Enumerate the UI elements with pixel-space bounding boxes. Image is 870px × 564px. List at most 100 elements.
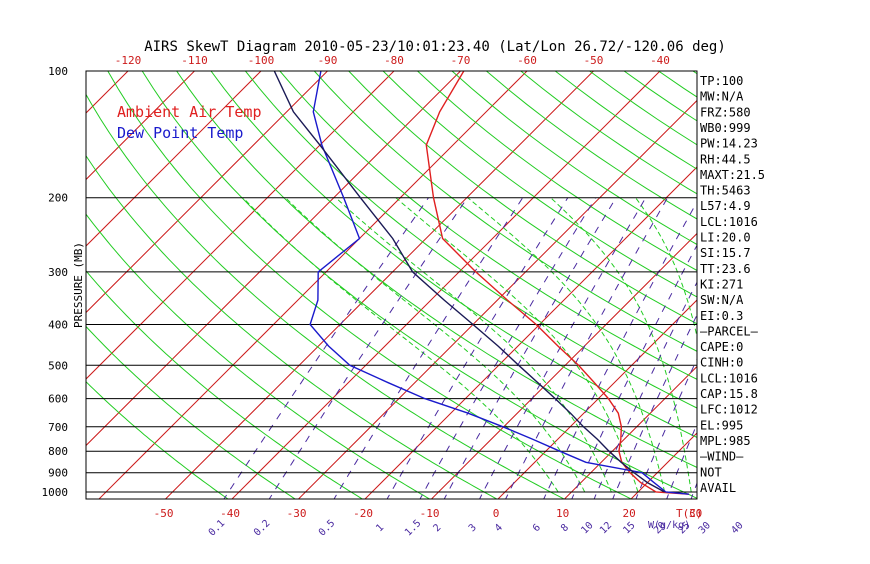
mixing-ratio-tick: 0.5: [317, 518, 338, 539]
top-temp-tick: -60: [517, 54, 537, 67]
mixing-ratio-tick: 10: [579, 520, 595, 536]
dry-adiabat-line: [486, 71, 870, 501]
side-panel-item: RH:44.5: [700, 152, 751, 166]
side-panel-item: EL:995: [700, 418, 743, 432]
side-panel-item: PW:14.23: [700, 137, 758, 151]
top-temp-tick: -90: [318, 54, 338, 67]
isotherm-line: [31, 71, 461, 501]
profile-line-0: [426, 71, 689, 494]
mixing-ratio-tick: 0.1: [207, 518, 228, 539]
top-temp-tick: -50: [584, 54, 604, 67]
mixing-ratio-tick: 30: [697, 520, 713, 536]
side-panel-item: MAXT:21.5: [700, 168, 765, 182]
mixing-ratio-tick: 1: [374, 522, 386, 534]
top-temp-tick: -80: [384, 54, 404, 67]
dry-adiabat-line: [177, 71, 771, 501]
side-panel-item: NOT: [700, 465, 722, 479]
moist-adiabat-line: [770, 198, 774, 492]
moist-adiabat-line: [286, 198, 585, 492]
mixing-ratio-line: [223, 198, 429, 501]
mixing-ratio-tick: 8: [559, 522, 571, 534]
bottom-temp-tick: -50: [154, 507, 174, 520]
side-panel-item: LCL:1016: [700, 215, 758, 229]
side-panel-item: EI:0.3: [700, 309, 743, 323]
side-panel-item: SI:15.7: [700, 246, 751, 260]
pressure-tick-label: 600: [48, 393, 68, 406]
pressure-tick-label: 1000: [42, 486, 69, 499]
side-panel-item: —PARCEL—: [700, 324, 759, 338]
chart-title: AIRS SkewT Diagram 2010-05-23/10:01:23.4…: [144, 39, 726, 55]
side-panel-item: SW:N/A: [700, 293, 744, 307]
temperature-axis-label: T(C): [676, 507, 703, 520]
pressure-tick-label: 800: [48, 445, 68, 458]
side-panel-item: CINH:0: [700, 356, 743, 370]
top-temp-tick: -110: [181, 54, 208, 67]
mixing-ratio-line: [743, 198, 864, 501]
side-panel-item: L57:4.9: [700, 199, 751, 213]
mixing-ratio-tick: 3: [467, 522, 479, 534]
side-panel-item: LCL:1016: [700, 371, 758, 385]
side-panel-item: TH:5463: [700, 184, 751, 198]
side-panel-item: WB0:999: [700, 121, 751, 135]
bottom-temp-tick: -20: [353, 507, 373, 520]
side-panel-item: KI:271: [700, 277, 743, 291]
top-temp-tick: -100: [248, 54, 275, 67]
pressure-tick-label: 100: [48, 65, 68, 78]
mixing-ratio-tick: 4: [493, 522, 505, 534]
pressure-tick-label: 900: [48, 467, 68, 480]
dry-adiabat-line: [314, 71, 870, 501]
top-temp-tick: -40: [650, 54, 670, 67]
pressure-tick-label: 700: [48, 421, 68, 434]
side-panel-item: FRZ:580: [700, 105, 751, 119]
mixing-ratio-tick: 0.2: [252, 518, 273, 539]
side-panel-item: MW:N/A: [700, 90, 744, 104]
pressure-tick-label: 200: [48, 192, 68, 205]
dry-adiabat-line: [659, 71, 870, 501]
isotherm-line: [0, 71, 62, 501]
mixing-ratio-axis-label: W(g/kg): [648, 520, 690, 531]
isotherm-line: [0, 71, 128, 501]
moist-adiabat-line: [551, 198, 692, 492]
side-panel-item: CAPE:0: [700, 340, 743, 354]
bottom-temp-tick: 20: [622, 507, 635, 520]
pressure-tick-label: 500: [48, 359, 68, 372]
bottom-temp-tick: -10: [420, 507, 440, 520]
mixing-ratio-tick: 2: [431, 522, 443, 534]
pressure-tick-label: 300: [48, 266, 68, 279]
side-panel-item: CAP:15.8: [700, 387, 758, 401]
mixing-ratio-line: [386, 198, 568, 501]
bottom-temp-tick: -30: [287, 507, 307, 520]
y-axis-label: PRESSURE (MB): [72, 242, 85, 328]
side-panel-item: MPL:985: [700, 434, 751, 448]
mixing-ratio-tick: 12: [598, 520, 614, 536]
bottom-temp-tick: 10: [556, 507, 569, 520]
legend-entry: Dew Point Temp: [117, 124, 243, 142]
dry-adiabat-line: [39, 71, 501, 501]
mixing-ratio-tick: 15: [621, 520, 637, 536]
pressure-tick-label: 400: [48, 318, 68, 331]
bottom-temp-tick: 0: [493, 507, 500, 520]
isotherm-line: [230, 71, 660, 501]
dry-adiabat-line: [280, 71, 870, 501]
isotherm-line: [829, 71, 870, 501]
isotherm-line: [762, 71, 870, 501]
dry-adiabat-line: [762, 71, 870, 501]
mixing-ratio-tick: 40: [729, 520, 745, 536]
dry-adiabat-line: [452, 71, 870, 501]
bottom-temp-tick: -40: [220, 507, 240, 520]
top-temp-tick: -120: [115, 54, 142, 67]
mixing-ratio-line: [268, 198, 467, 501]
side-panel-item: AVAIL: [700, 481, 736, 495]
side-panel-item: TP:100: [700, 74, 743, 88]
profile-line-2: [274, 71, 664, 492]
side-panel-item: TT:23.6: [700, 262, 751, 276]
mixing-ratio-tick: 6: [531, 522, 543, 534]
legend-entry: Ambient Air Temp: [117, 103, 262, 121]
top-temp-tick: -70: [451, 54, 471, 67]
side-panel-item: LI:20.0: [700, 231, 751, 245]
mixing-ratio-tick: 1.5: [403, 518, 424, 539]
side-panel-item: —WIND—: [700, 450, 744, 464]
side-panel-item: LFC:1012: [700, 403, 758, 417]
